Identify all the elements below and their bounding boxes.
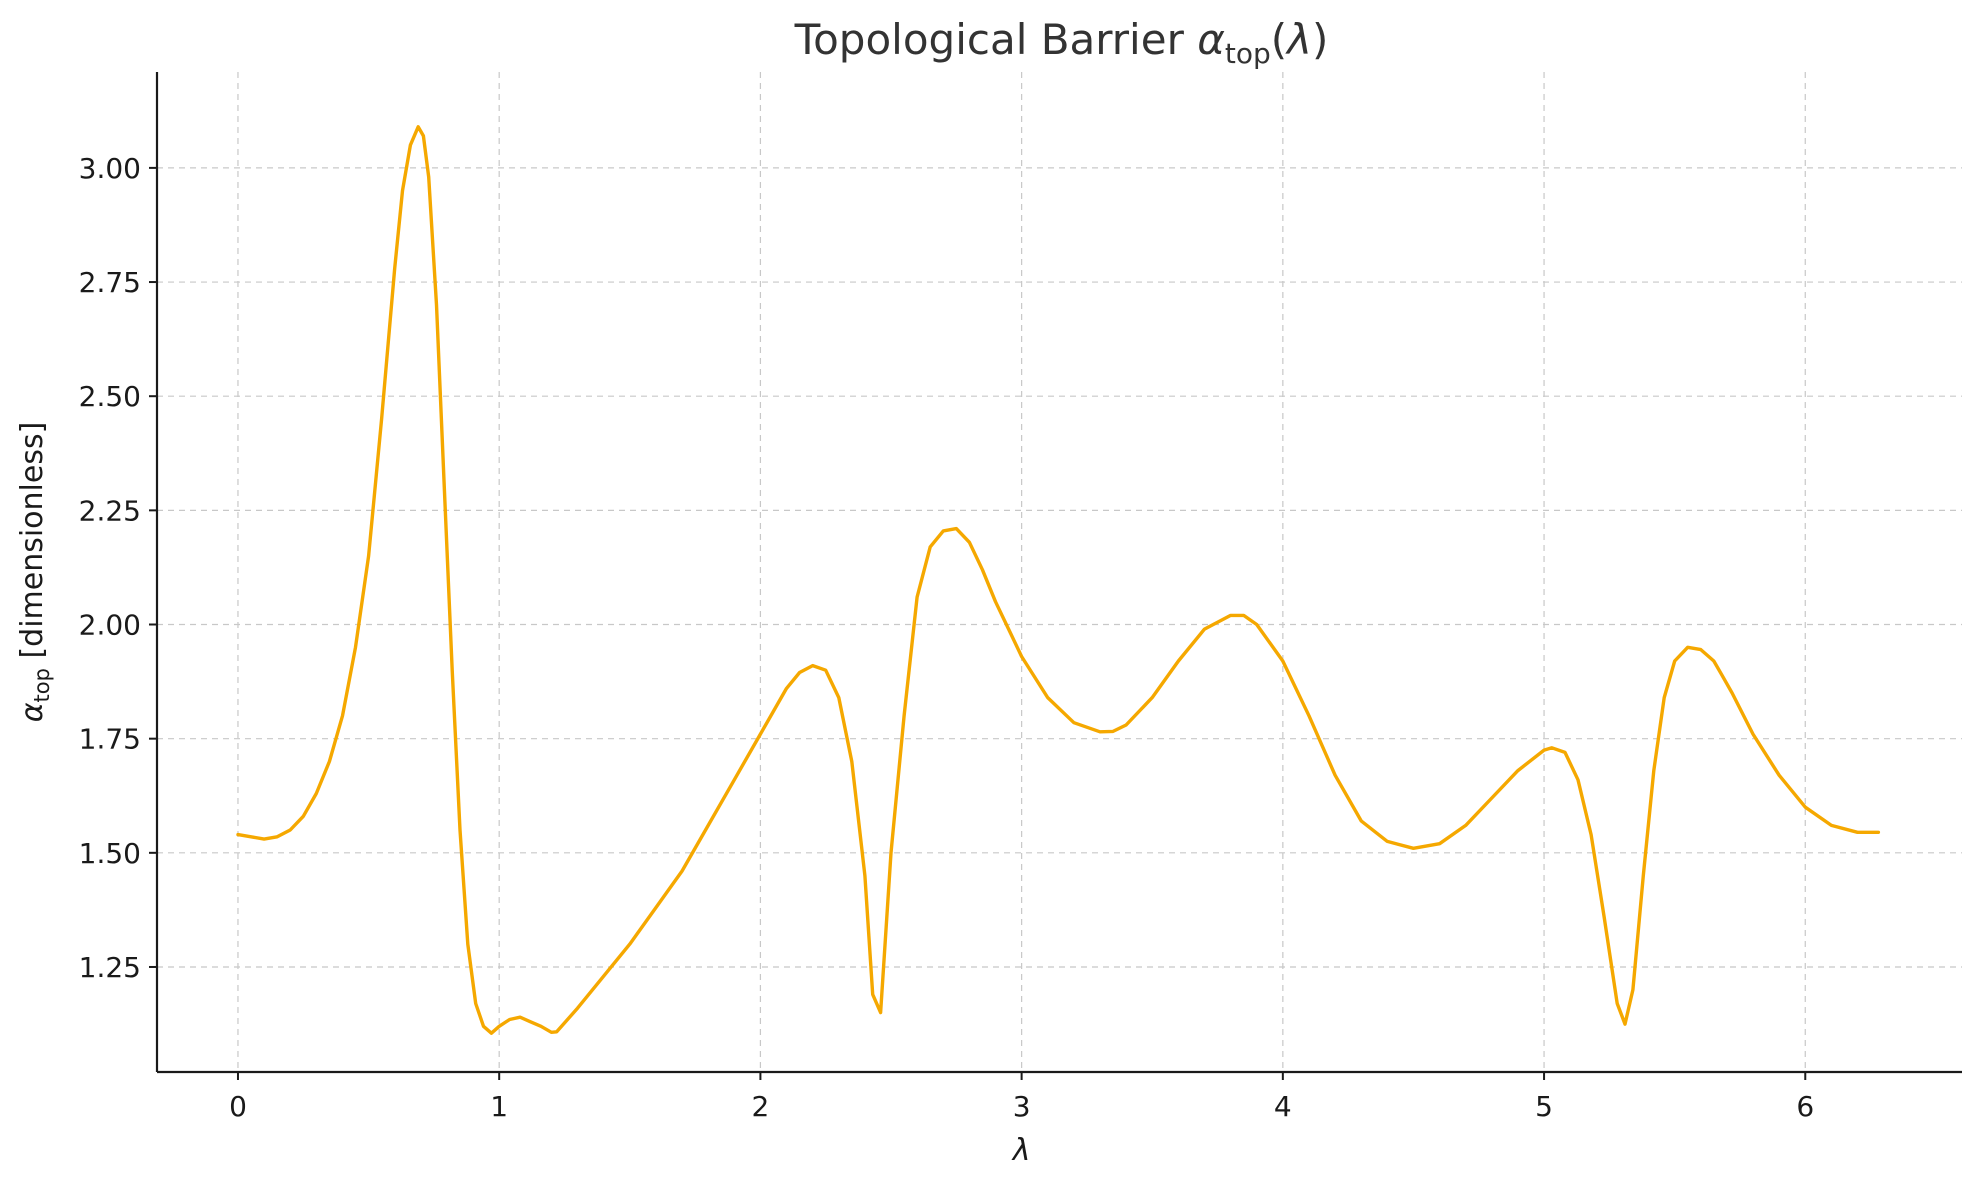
y-tick-label: 1.50 (79, 837, 141, 870)
title-arg: λ (1285, 15, 1312, 64)
tick-marks: 0 1 2 3 4 5 6 1.25 1.50 1.75 2.00 2.25 2.50 2.75 3.00 (79, 152, 1815, 1123)
y-label-symbol: α (15, 702, 50, 722)
title-subscript: top (1225, 37, 1271, 70)
x-tick-label: 6 (1796, 1090, 1814, 1123)
y-tick-label: 2.25 (79, 494, 141, 527)
chart-title: Topological Barrier αtop(λ) (794, 15, 1329, 70)
series-layer (236, 125, 1881, 1035)
y-label-subscript: top (30, 668, 54, 702)
grid-lines (157, 72, 1962, 1072)
title-arg-open: ( (1271, 15, 1287, 64)
y-tick-label: 3.00 (79, 152, 141, 185)
x-tick-label: 1 (490, 1090, 508, 1123)
y-tick-label: 1.25 (79, 951, 141, 984)
series-line (236, 125, 1881, 1035)
y-label-rest: [dimensionless] (15, 422, 50, 668)
x-tick-label: 4 (1274, 1090, 1292, 1123)
x-tick-label: 0 (229, 1090, 247, 1123)
y-tick-label: 2.75 (79, 266, 141, 299)
x-tick-label: 2 (751, 1090, 769, 1123)
y-tick-label: 2.00 (79, 609, 141, 642)
x-tick-label: 5 (1535, 1090, 1553, 1123)
title-main: Topological Barrier (794, 15, 1198, 64)
y-axis-label: αtop [dimensionless] (15, 422, 54, 723)
title-symbol: α (1197, 15, 1225, 64)
y-tick-label: 2.50 (79, 380, 141, 413)
title-arg-close: ) (1312, 15, 1328, 64)
y-tick-label: 1.75 (79, 723, 141, 756)
axes (155, 72, 1962, 1074)
x-tick-label: 3 (1013, 1090, 1031, 1123)
x-axis-label: λ (1011, 1133, 1031, 1168)
